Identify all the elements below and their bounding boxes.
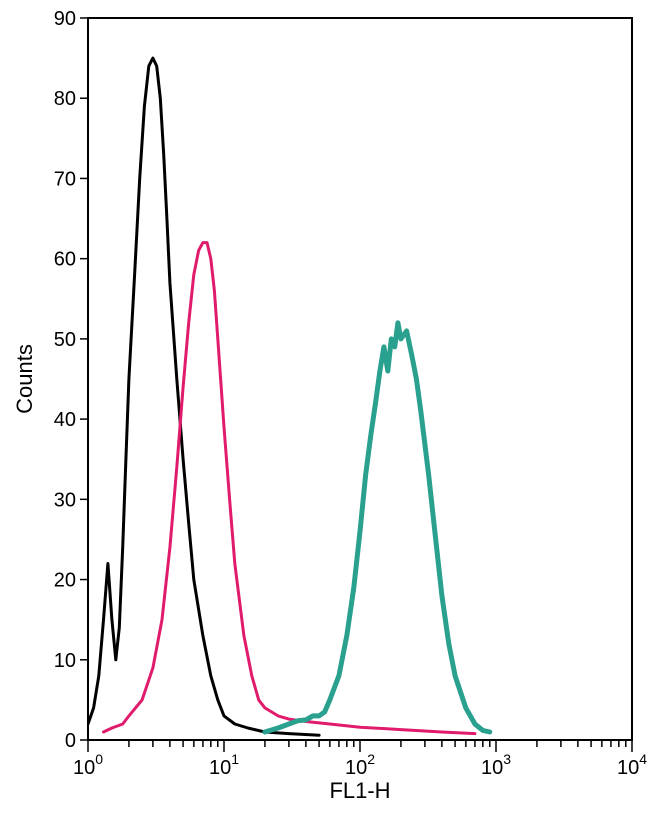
y-tick-label: 90: [54, 8, 76, 30]
y-tick-label: 70: [54, 168, 76, 190]
y-tick-label: 80: [54, 88, 76, 110]
y-axis-label: Counts: [12, 344, 37, 414]
y-tick-label: 10: [54, 650, 76, 672]
y-tick-label: 40: [54, 409, 76, 431]
y-tick-label: 20: [54, 570, 76, 592]
flow-cytometry-histogram: 0102030405060708090100101102103104Counts…: [0, 0, 650, 823]
x-axis-label: FL1-H: [329, 778, 390, 803]
chart-svg: 0102030405060708090100101102103104Counts…: [0, 0, 650, 823]
y-tick-label: 0: [65, 730, 76, 752]
y-tick-label: 50: [54, 329, 76, 351]
y-tick-label: 60: [54, 249, 76, 271]
y-tick-label: 30: [54, 489, 76, 511]
